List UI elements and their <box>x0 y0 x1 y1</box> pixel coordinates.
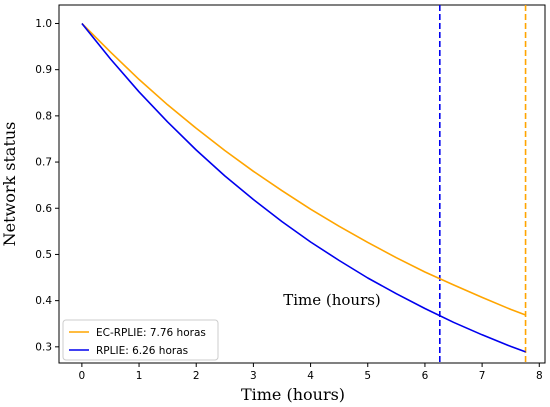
legend-label-ec-rplie: EC-RPLIE: 7.76 horas <box>96 327 206 339</box>
legend-box <box>62 319 219 361</box>
series-lines <box>81 22 526 353</box>
y-axis-ticks: 0.3 0.4 0.5 0.6 0.7 0.8 0.9 1.0 <box>35 18 59 353</box>
y-tick-label: 0.5 <box>35 249 52 261</box>
reference-lines <box>438 5 527 363</box>
x-axis-title: Time (hours) <box>241 385 345 404</box>
x-tick-label: 7 <box>479 370 486 382</box>
legend-label-rplie: RPLIE: 6.26 horas <box>96 345 188 357</box>
x-tick-label: 2 <box>193 370 200 382</box>
x-tick-label: 1 <box>136 370 143 382</box>
x-tick-label: 0 <box>79 370 86 382</box>
y-tick-label: 0.4 <box>35 295 52 307</box>
x-tick-label: 4 <box>307 370 314 382</box>
y-tick-label: 0.9 <box>35 64 52 76</box>
y-tick-label: 0.7 <box>35 157 52 169</box>
series-line-0 <box>81 22 526 316</box>
x-tick-label: 5 <box>364 370 371 382</box>
legend: EC-RPLIE: 7.76 horas RPLIE: 6.26 horas <box>62 319 219 361</box>
y-axis-title: Network status <box>0 122 19 247</box>
overlay-time-label: Time (hours) <box>283 291 381 309</box>
x-axis-ticks: 0 1 2 3 4 5 6 7 8 <box>79 363 543 382</box>
series-line-1 <box>81 22 526 353</box>
y-tick-label: 0.3 <box>35 341 52 353</box>
y-tick-label: 0.8 <box>35 110 52 122</box>
plot-area-frame <box>58 4 546 364</box>
x-tick-label: 3 <box>250 370 257 382</box>
y-tick-label: 0.6 <box>35 203 52 215</box>
x-tick-label: 8 <box>536 370 543 382</box>
x-tick-label: 6 <box>422 370 429 382</box>
y-tick-label: 1.0 <box>35 18 52 30</box>
